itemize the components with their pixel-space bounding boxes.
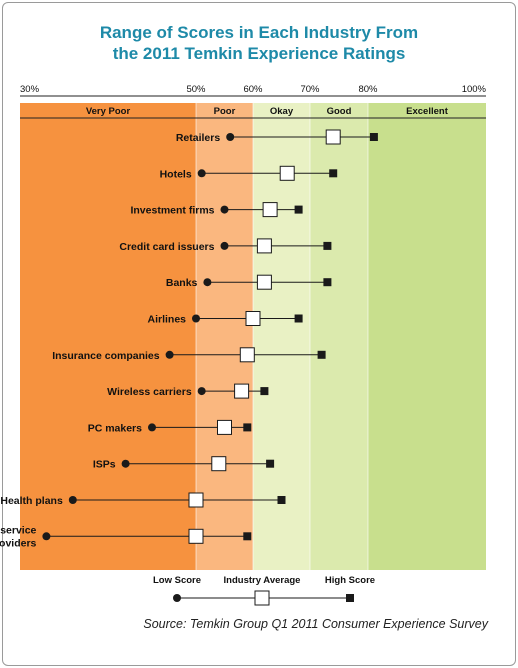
industry-label: PC makers — [88, 422, 142, 434]
low-score-marker — [220, 205, 229, 214]
high-score-marker — [243, 423, 252, 432]
chart-title: Range of Scores in Each Industry From th… — [0, 22, 518, 64]
legend-low-marker — [173, 594, 181, 602]
average-marker — [262, 202, 278, 218]
average-marker — [188, 528, 204, 544]
legend-low-label: Low Score — [153, 575, 201, 586]
industry-label: Insurance companies — [52, 350, 160, 362]
high-score-marker — [266, 459, 275, 468]
average-marker — [245, 311, 261, 326]
tick-label: 70% — [300, 84, 320, 95]
low-score-marker — [165, 350, 174, 359]
band-excellent — [368, 103, 486, 570]
low-score-marker — [197, 387, 206, 396]
high-score-marker — [323, 241, 332, 250]
average-marker — [217, 419, 232, 435]
industry-label: Airlines — [147, 314, 186, 326]
tick-label: 30% — [20, 84, 40, 95]
low-score-marker — [220, 241, 229, 250]
industry-label: TV service — [0, 524, 37, 536]
low-score-marker — [192, 314, 200, 323]
high-score-marker — [243, 532, 252, 541]
average-marker — [211, 456, 227, 472]
band-label: Poor — [214, 106, 236, 117]
low-score-marker — [42, 532, 51, 541]
tick-label: 100% — [462, 84, 487, 95]
band-label: Very Poor — [86, 106, 131, 117]
high-score-marker — [317, 350, 326, 359]
legend-high-marker — [346, 594, 354, 602]
industry-label: providers — [0, 537, 37, 549]
average-marker — [325, 129, 341, 145]
source-note: Source: Temkin Group Q1 2011 Consumer Ex… — [143, 617, 488, 631]
low-score-marker — [203, 278, 212, 287]
legend-high-label: High Score — [325, 575, 375, 586]
average-marker — [256, 274, 272, 290]
high-score-marker — [329, 169, 338, 178]
average-marker — [239, 347, 255, 363]
band-good — [310, 103, 368, 570]
high-score-marker — [294, 314, 303, 323]
high-score-marker — [260, 387, 269, 396]
average-marker — [234, 383, 250, 399]
tick-label: 80% — [358, 84, 378, 95]
high-score-marker — [323, 278, 332, 287]
low-score-marker — [197, 169, 206, 178]
chart-title-line-2: the 2011 Temkin Experience Ratings — [112, 44, 406, 63]
high-score-marker — [369, 133, 378, 141]
legend-average-label: Industry Average — [224, 575, 301, 586]
industry-label: Banks — [166, 277, 198, 289]
tick-label: 60% — [243, 84, 263, 95]
chart-title-line-1: Range of Scores in Each Industry From — [99, 23, 419, 42]
industry-label: Health plans — [0, 495, 63, 507]
band-very-poor — [20, 103, 196, 570]
low-score-marker — [121, 459, 130, 468]
high-score-marker — [294, 205, 303, 214]
low-score-marker — [68, 496, 77, 504]
low-score-marker — [226, 133, 235, 141]
industry-label: Credit card issuers — [119, 241, 214, 253]
band-label: Okay — [270, 106, 294, 117]
industry-label: Retailers — [176, 132, 221, 144]
band-poor — [196, 103, 253, 570]
band-label: Good — [327, 106, 352, 117]
average-marker — [188, 492, 204, 508]
average-marker — [256, 238, 272, 254]
industry-label: Hotels — [160, 168, 192, 180]
band-label: Excellent — [406, 106, 449, 117]
industry-label: Wireless carriers — [107, 386, 192, 398]
industry-label: Investment firms — [130, 205, 214, 217]
industry-label: ISPs — [93, 459, 116, 471]
low-score-marker — [148, 423, 156, 432]
tick-label: 50% — [186, 84, 206, 95]
legend-average-marker — [254, 590, 270, 606]
band-okay — [253, 103, 310, 570]
high-score-marker — [277, 496, 286, 504]
average-marker — [279, 165, 295, 181]
